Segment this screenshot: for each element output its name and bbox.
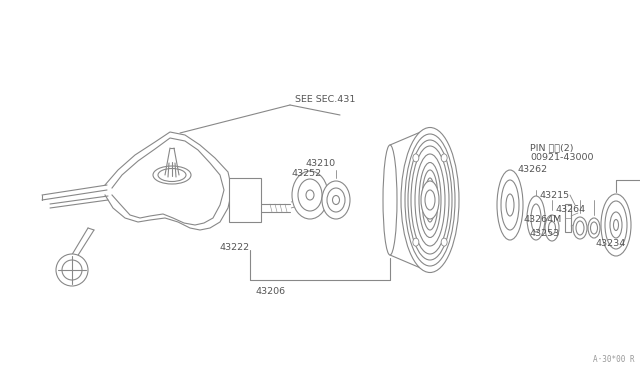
Ellipse shape — [497, 170, 523, 240]
Text: 43253: 43253 — [530, 228, 560, 237]
Text: 00921-43000: 00921-43000 — [530, 154, 593, 163]
Ellipse shape — [545, 215, 559, 241]
Ellipse shape — [322, 181, 350, 219]
Ellipse shape — [413, 154, 419, 162]
Text: 43206: 43206 — [255, 288, 285, 296]
Text: A·30*00 R: A·30*00 R — [593, 355, 635, 364]
Circle shape — [253, 192, 259, 198]
Ellipse shape — [421, 181, 439, 219]
Text: SEE SEC.431: SEE SEC.431 — [295, 96, 355, 105]
Text: 43252: 43252 — [292, 169, 322, 177]
Text: 43262: 43262 — [518, 166, 548, 174]
Ellipse shape — [292, 171, 328, 219]
Ellipse shape — [588, 218, 600, 238]
Ellipse shape — [441, 154, 447, 162]
Bar — [229, 178, 261, 222]
Bar — [565, 204, 571, 232]
Ellipse shape — [383, 145, 397, 255]
Text: 43264: 43264 — [555, 205, 585, 215]
Ellipse shape — [527, 196, 545, 240]
Ellipse shape — [601, 194, 631, 256]
Ellipse shape — [413, 238, 419, 246]
Circle shape — [230, 209, 236, 215]
Text: 43210: 43210 — [306, 158, 336, 167]
Text: 43215: 43215 — [540, 192, 570, 201]
Text: 43234: 43234 — [595, 238, 625, 247]
Ellipse shape — [401, 128, 459, 273]
Text: PIN ピン(2): PIN ピン(2) — [530, 144, 573, 153]
Ellipse shape — [441, 238, 447, 246]
Text: 43264M: 43264M — [524, 215, 563, 224]
Ellipse shape — [573, 217, 587, 239]
Circle shape — [230, 192, 236, 198]
Circle shape — [253, 209, 259, 215]
Text: 43222: 43222 — [220, 244, 250, 253]
Circle shape — [56, 254, 88, 286]
